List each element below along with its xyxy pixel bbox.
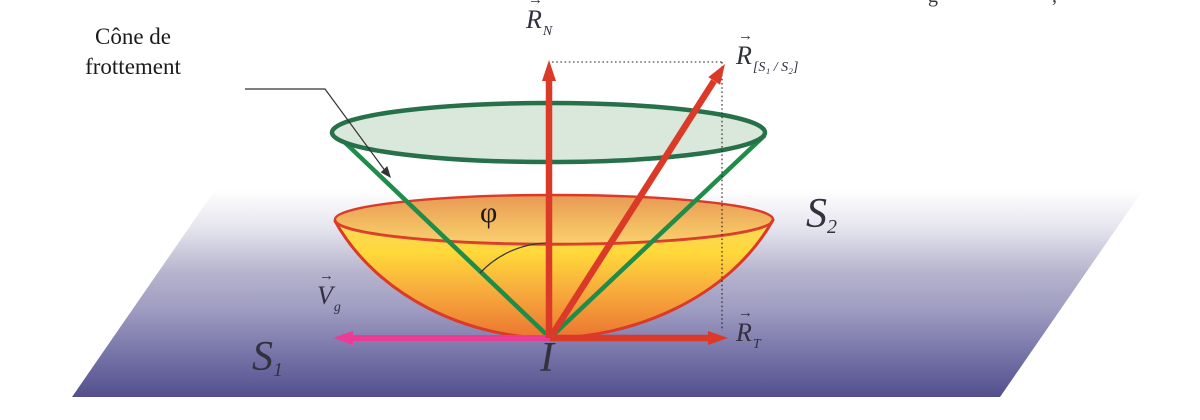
solid-s2-letter: S (806, 191, 827, 237)
fragment-glyph: , (1052, 0, 1066, 8)
cone-slant-right (547, 133, 767, 341)
normal-reaction-letter: R (526, 5, 542, 34)
tangential-reaction-arrow-head (708, 331, 728, 345)
solid-s2-label: S2 (806, 193, 837, 237)
contact-point-label: I (540, 335, 554, 381)
resultant-reaction-arrow-head (708, 64, 725, 85)
solid-s1-letter: S (252, 334, 273, 380)
solid-s2-subscript: 2 (827, 216, 837, 238)
vector-arrow-icon: → (738, 28, 753, 44)
vector-arrow-icon: → (319, 268, 334, 284)
vector-arrow-icon: → (528, 0, 543, 8)
normal-reaction-label: → RN (526, 0, 553, 39)
bowl-rim-ellipse (333, 193, 775, 246)
tangential-reaction-subscript: T (752, 337, 761, 352)
solid-s1-subscript: 1 (273, 359, 283, 381)
clipped-text-fragment-left: g (928, 0, 952, 9)
solid-s1-label: S1 (252, 336, 283, 380)
bowl-front-surface (335, 220, 774, 338)
vector-arrow-icon: → (738, 305, 753, 321)
normal-reaction-arrow-head (542, 60, 556, 81)
resultant-reaction-arrow-shaft (547, 79, 717, 340)
sliding-velocity-subscript: g (333, 300, 341, 315)
bowl-rim-front-line (334, 219, 774, 246)
tangential-reaction-label: → RT (736, 306, 761, 352)
annotation-leader-arrow-head (380, 166, 391, 178)
sliding-velocity-letter: V (317, 281, 333, 310)
normal-reaction-subscript: N (542, 24, 553, 39)
sliding-velocity-arrow-head (333, 331, 353, 345)
resultant-reaction-subscript: [S₁ / S₂] (752, 60, 799, 75)
annotation-leader-line (245, 88, 387, 173)
sliding-velocity-label: → Vg (317, 269, 341, 315)
cone-slant-left (332, 130, 553, 341)
tangential-reaction-letter: R (736, 318, 752, 347)
resultant-reaction-letter: R (736, 41, 752, 70)
annotation-line-2: frottement (85, 54, 181, 79)
clipped-text-fragment-right: , (1052, 0, 1066, 9)
friction-cone-annotation: Cône de frottement (52, 22, 214, 82)
fragment-glyph: g (928, 0, 952, 8)
resultant-reaction-label: → R[S₁ / S₂] (736, 29, 799, 75)
annotation-line-1: Cône de (94, 24, 171, 49)
phi-angle-label: φ (480, 196, 498, 229)
phi-angle-arc (479, 242, 551, 274)
